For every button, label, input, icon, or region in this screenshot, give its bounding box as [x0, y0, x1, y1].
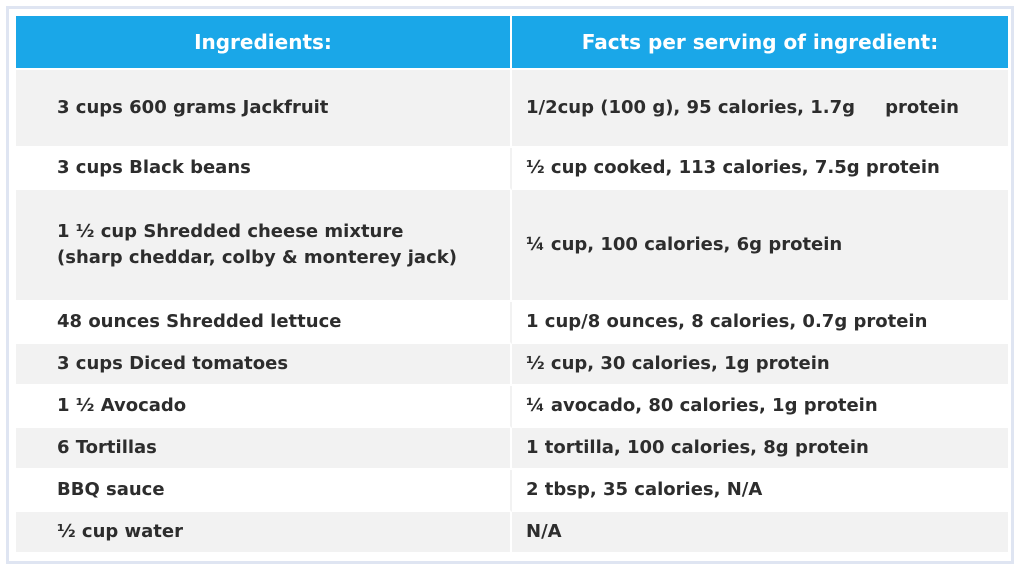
ingredient-cell: 3 cups Diced tomatoes [16, 344, 512, 386]
facts-cell: 2 tbsp, 35 calories, N/A [512, 470, 1008, 512]
facts-cell: ¼ avocado, 80 calories, 1g protein [512, 386, 1008, 428]
nutrition-table: Ingredients: Facts per serving of ingred… [16, 16, 1008, 554]
ingredient-cell: 3 cups 600 grams Jackfruit [16, 70, 512, 148]
table-row: 1 ½ cup Shredded cheese mixture (sharp ch… [16, 190, 1008, 302]
table-row: 6 Tortillas 1 tortilla, 100 calories, 8g… [16, 428, 1008, 470]
facts-cell: 1 tortilla, 100 calories, 8g protein [512, 428, 1008, 470]
ingredient-cell: 3 cups Black beans [16, 148, 512, 190]
facts-text: protein [885, 97, 959, 118]
table-row: 3 cups 600 grams Jackfruit 1/2cup (100 g… [16, 70, 1008, 148]
facts-cell: ¼ cup, 100 calories, 6g protein [512, 190, 1008, 302]
header-ingredients: Ingredients: [16, 16, 512, 70]
facts-cell: ½ cup, 30 calories, 1g protein [512, 344, 1008, 386]
table-row: 3 cups Black beans ½ cup cooked, 113 cal… [16, 148, 1008, 190]
table-row: 1 ½ Avocado ¼ avocado, 80 calories, 1g p… [16, 386, 1008, 428]
facts-cell: 1/2cup (100 g), 95 calories, 1.7g protein [512, 70, 1008, 148]
ingredient-cell: 1 ½ cup Shredded cheese mixture (sharp ch… [16, 190, 512, 302]
facts-cell: 1 cup/8 ounces, 8 calories, 0.7g protein [512, 302, 1008, 344]
facts-text: 1/2cup (100 g), 95 calories, 1.7g [526, 97, 856, 118]
ingredient-cell: 6 Tortillas [16, 428, 512, 470]
table-row: ½ cup water N/A [16, 512, 1008, 554]
ingredient-cell: ½ cup water [16, 512, 512, 554]
table-row: BBQ sauce 2 tbsp, 35 calories, N/A [16, 470, 1008, 512]
ingredient-cell: BBQ sauce [16, 470, 512, 512]
ingredient-cell: 48 ounces Shredded lettuce [16, 302, 512, 344]
ingredient-cell: 1 ½ Avocado [16, 386, 512, 428]
header-facts: Facts per serving of ingredient: [512, 16, 1008, 70]
ingredient-text: (sharp cheddar, colby & monterey jack) [57, 247, 457, 268]
table-row: 3 cups Diced tomatoes ½ cup, 30 calories… [16, 344, 1008, 386]
ingredient-text: 1 ½ cup Shredded cheese mixture [57, 221, 404, 242]
facts-cell: N/A [512, 512, 1008, 554]
facts-cell: ½ cup cooked, 113 calories, 7.5g protein [512, 148, 1008, 190]
table-row: 48 ounces Shredded lettuce 1 cup/8 ounce… [16, 302, 1008, 344]
table-header-row: Ingredients: Facts per serving of ingred… [16, 16, 1008, 70]
